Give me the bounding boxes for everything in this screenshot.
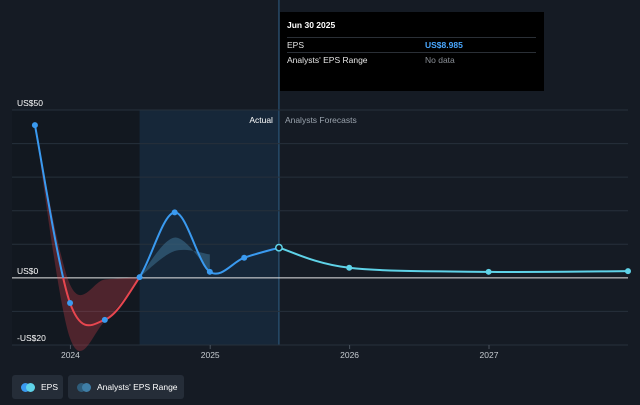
region-label-forecast: Analysts Forecasts	[285, 115, 357, 125]
tooltip-eps-label: EPS	[287, 40, 305, 50]
eps-legend-icon	[21, 382, 35, 392]
y-tick-label: US$0	[17, 266, 39, 276]
legend-range-button[interactable]: Analysts' EPS Range	[68, 375, 184, 399]
eps-line	[33, 124, 280, 278]
tooltip-row-eps: EPS US$8.985	[287, 37, 536, 52]
forecast-point	[485, 268, 492, 275]
tooltip: Jun 30 2025 EPS US$8.985 Analysts' EPS R…	[280, 12, 544, 91]
x-tick-label: 2024	[61, 350, 80, 360]
range-legend-icon	[77, 382, 91, 392]
legend-range-label: Analysts' EPS Range	[97, 382, 178, 392]
tooltip-eps-value: US$8.985	[425, 40, 463, 50]
eps-point	[171, 209, 178, 216]
eps-point	[67, 300, 74, 307]
y-axis-labels: US$50 US$0 -US$20	[17, 98, 46, 343]
past-region	[12, 110, 140, 345]
eps-point	[101, 316, 108, 323]
range-band-negative	[34, 125, 140, 352]
eps-point	[31, 122, 38, 129]
legend-eps-label: EPS	[41, 382, 59, 392]
grid-lines	[12, 109, 628, 346]
series-lines	[33, 124, 629, 327]
eps-point	[241, 254, 248, 261]
legend-eps-button[interactable]: EPS	[12, 375, 63, 399]
eps-range-band	[34, 125, 210, 352]
forecast-region	[139, 110, 279, 345]
y-tick-label: -US$20	[17, 333, 46, 343]
eps-line-negative	[62, 277, 141, 327]
forecast-point	[346, 264, 353, 271]
eps-point	[136, 274, 143, 281]
tooltip-date: Jun 30 2025	[287, 20, 336, 30]
tooltip-row-range: Analysts' EPS Range No data	[287, 52, 536, 67]
x-tick-label: 2025	[201, 350, 220, 360]
tooltip-range-label: Analysts' EPS Range	[287, 55, 368, 65]
tooltip-range-value: No data	[425, 55, 455, 65]
eps-point-latest	[274, 243, 283, 252]
forecast-line	[278, 246, 629, 273]
x-tick-label: 2027	[480, 350, 499, 360]
range-band-positive	[139, 237, 210, 278]
forecast-point	[625, 268, 631, 275]
region-label-actual: Actual	[249, 115, 273, 125]
eps-point	[206, 268, 213, 275]
y-tick-label: US$50	[17, 98, 43, 108]
data-points	[31, 122, 631, 323]
x-tick-label: 2026	[340, 350, 359, 360]
x-axis-labels: 2024 2025 2026 2027	[61, 345, 499, 360]
